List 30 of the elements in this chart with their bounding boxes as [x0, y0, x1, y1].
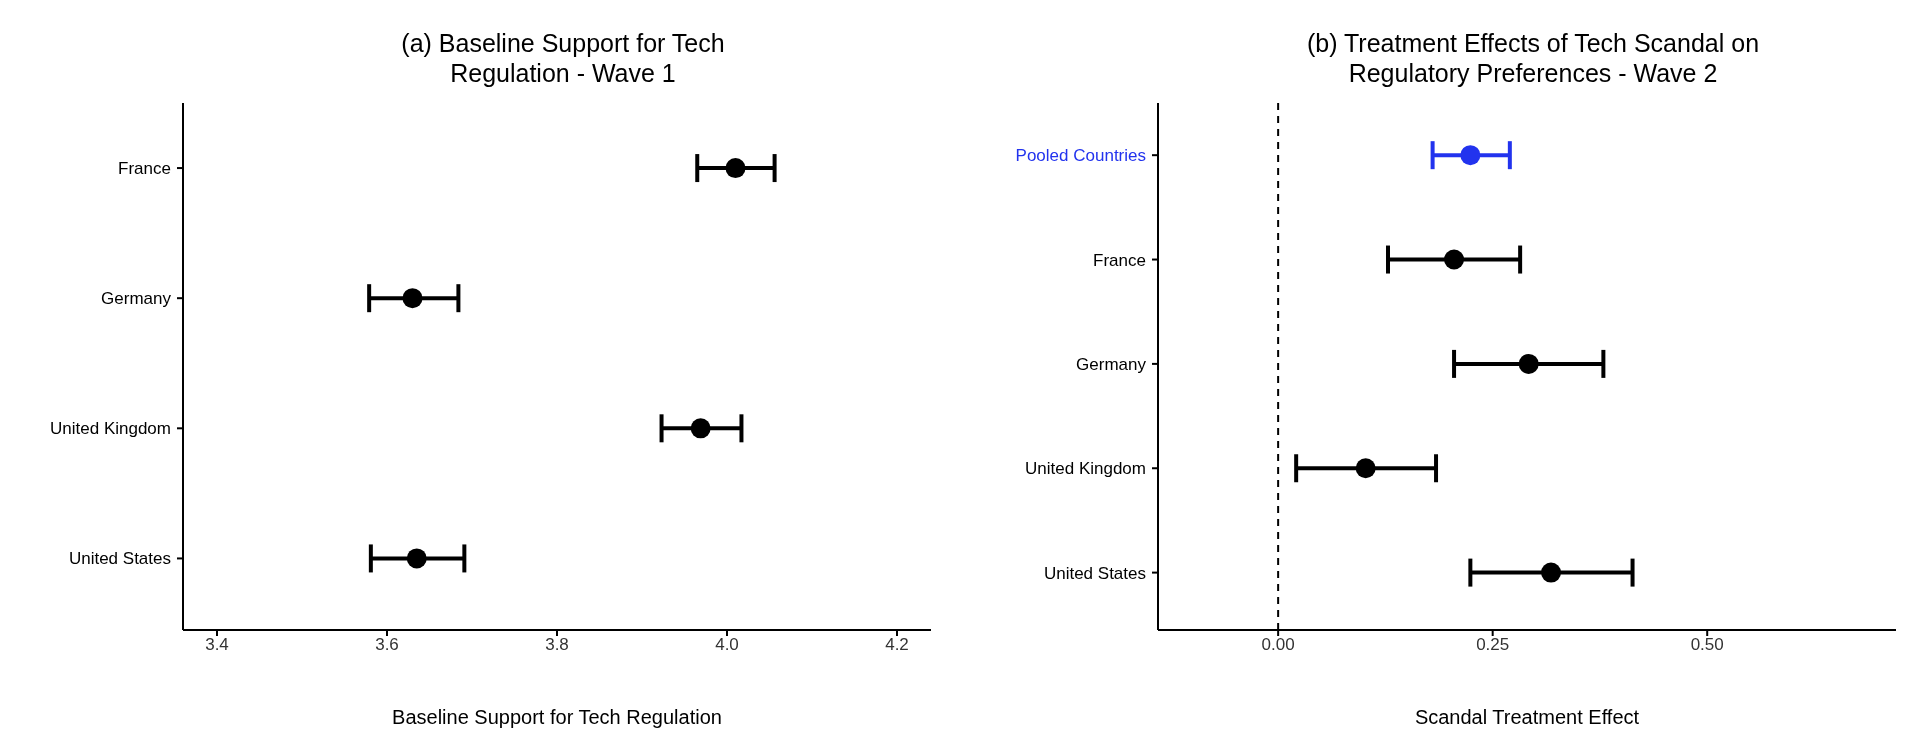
- x-axis-title: Baseline Support for Tech Regulation: [392, 706, 722, 729]
- x-axis-title: Scandal Treatment Effect: [1414, 706, 1640, 729]
- x-tick-label: 0.50: [1690, 635, 1724, 655]
- y-tick-label: Germany: [1076, 354, 1147, 374]
- y-tick-label: United Kingdom: [1025, 459, 1146, 479]
- point: [406, 548, 427, 569]
- y-tick-label: United States: [1043, 563, 1146, 583]
- x-tick-label: 3.8: [545, 635, 569, 655]
- y-tick-label: United Kingdom: [50, 419, 171, 439]
- point: [1460, 145, 1481, 166]
- y-tick-label: Pooled Countries: [1015, 146, 1146, 166]
- point: [1518, 353, 1539, 374]
- y-tick-label: France: [1093, 250, 1146, 270]
- x-tick-label: 0.25: [1476, 635, 1510, 655]
- x-tick-label: 3.4: [205, 635, 229, 655]
- chart-title: (a) Baseline Support for Tech Regulation - Wave 1: [400, 28, 726, 88]
- x-tick-label: 0.00: [1261, 635, 1295, 655]
- x-tick-label: 4.0: [715, 635, 739, 655]
- point: [1355, 458, 1376, 479]
- point: [402, 288, 423, 309]
- x-tick-label: 4.2: [885, 635, 909, 655]
- point: [1444, 249, 1465, 270]
- y-tick-label: France: [118, 159, 171, 179]
- point: [725, 158, 746, 179]
- chart-title: (b) Treatment Effects of Tech Scandal on Regulatory Preferences - Wave 2: [1305, 28, 1761, 88]
- point: [690, 418, 711, 439]
- x-tick-label: 3.6: [375, 635, 399, 655]
- y-tick-label: United States: [68, 549, 171, 569]
- y-tick-label: Germany: [101, 289, 172, 309]
- point: [1541, 562, 1562, 583]
